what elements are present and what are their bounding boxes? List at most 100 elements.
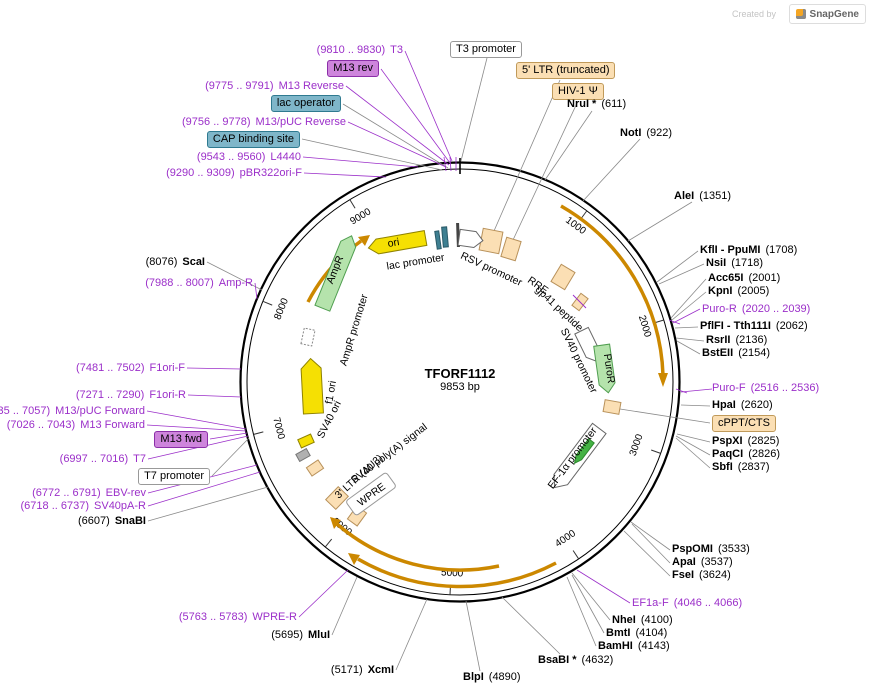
orf-arc[interactable] [357, 557, 557, 589]
credit-text: Created by [731, 9, 776, 19]
primer-label-m13-puc-forward[interactable]: (7035 .. 7057) M13/pUC Forward [0, 405, 145, 418]
primer-label-l4440[interactable]: (9543 .. 9560) L4440 [197, 151, 301, 164]
primer-label-m13-reverse[interactable]: (9775 .. 9791) M13 Reverse [205, 80, 344, 93]
feature-box-ltr5[interactable]: 5' LTR (truncated) [516, 62, 616, 79]
ori-label[interactable]: ori [387, 236, 401, 250]
rre-glyph[interactable] [550, 263, 576, 291]
ori-arrow[interactable] [367, 229, 428, 256]
enzyme-label-notI[interactable]: NotI (922) [620, 127, 672, 140]
wpre-box-label[interactable]: WPRE [345, 472, 396, 516]
primer-range: (6772 .. 6791) [32, 487, 101, 499]
f1-ori-label[interactable]: f1 ori [323, 380, 339, 405]
feature-box-cap-binding-site[interactable]: CAP binding site [206, 131, 300, 148]
hiv1-psi-glyph[interactable] [500, 236, 522, 262]
sv40-polya-glyph[interactable] [305, 459, 325, 477]
enzyme-label-paqcI[interactable]: PaqCI (2826) [712, 448, 780, 461]
enzyme-pos: (2062) [775, 320, 808, 332]
enzyme-label-bamHI[interactable]: BamHI (4143) [598, 640, 670, 653]
ltr3-glyph[interactable] [325, 485, 349, 511]
snapgene-logo-icon [795, 9, 806, 19]
enzyme-label-bmtI[interactable]: BmtI (4104) [606, 627, 667, 640]
tick-9000 [349, 199, 356, 209]
rsv-promoter-arrow[interactable] [457, 228, 484, 249]
primer-label-t7[interactable]: (6997 .. 7016) T7 [60, 453, 146, 466]
enzyme-label-pflfI-tth111I[interactable]: PflFI - Tth111I (2062) [700, 320, 808, 333]
enzyme-label-xcmI[interactable]: (5171) XcmI [331, 664, 394, 677]
primer-label-sv40pa-r[interactable]: (6718 .. 6737) SV40pA-R [21, 500, 146, 513]
enzyme-label-nheI[interactable]: NheI (4100) [612, 614, 673, 627]
callout-line [146, 424, 247, 432]
orf-arrowhead [358, 235, 370, 246]
enzyme-label-acc65I[interactable]: Acc65I (2001) [708, 272, 780, 285]
orf-arc[interactable] [335, 522, 500, 572]
feature-box-cppt-cts[interactable]: cPPT/CTS [712, 415, 776, 432]
puroR-label[interactable]: PuroR [601, 353, 617, 385]
primer-label-pbr322ori-f[interactable]: (9290 .. 9309) pBR322ori-F [166, 167, 302, 180]
enzyme-label-n siI[interactable]: NsiI (1718) [706, 257, 763, 270]
enzyme-label-kpnI[interactable]: KpnI (2005) [708, 285, 769, 298]
enzyme-label-pspomI[interactable]: PspOMI (3533) [672, 543, 750, 556]
enzyme-label-hpaI[interactable]: HpaI (2620) [712, 399, 773, 412]
enzyme-label-bstEII[interactable]: BstEII (2154) [702, 347, 770, 360]
feature-box-t3-promoter[interactable]: T3 promoter [450, 41, 522, 58]
enzyme-name: NruI * [567, 98, 597, 110]
enzyme-label-kflI-ppumI[interactable]: KflI - PpuMI (1708) [700, 244, 797, 257]
enzyme-name: FseI [672, 569, 695, 581]
primer-label-m13-puc-reverse[interactable]: (9756 .. 9778) M13/pUC Reverse [182, 116, 346, 129]
ef1a-f-primer-arrow[interactable] [572, 438, 595, 466]
lac-promoter-label[interactable]: lac promoter [386, 251, 446, 272]
orf-arc[interactable] [560, 204, 665, 376]
enzyme-pos: (2154) [738, 347, 770, 359]
enzyme-pos: (3537) [700, 556, 733, 568]
cppt-cts-glyph[interactable] [602, 399, 622, 415]
enzyme-label-nruI[interactable]: NruI * (611) [567, 98, 626, 111]
primer-name: pBR322ori-F [239, 167, 302, 179]
primer-label-f1ori-f[interactable]: (7481 .. 7502) F1ori-F [76, 362, 185, 375]
enzyme-label-bsabI[interactable]: BsaBI * (4632) [538, 654, 613, 667]
primer-label-amp-r[interactable]: (7988 .. 8007) Amp-R [145, 277, 253, 290]
enzyme-label-aleI[interactable]: AleI (1351) [674, 190, 731, 203]
primer-label-f1ori-r[interactable]: (7271 .. 7290) F1ori-R [76, 389, 186, 402]
ef1a-promoter-label[interactable]: EF-1α promoter [546, 425, 600, 492]
feature-box-lac-operator[interactable]: lac operator [270, 95, 341, 112]
primer-name: M13/pUC Reverse [255, 116, 346, 128]
primer-label-t3[interactable]: (9810 .. 9830) T3 [317, 44, 403, 57]
primer-label-puro-f[interactable]: Puro-F (2516 .. 2536) [712, 382, 819, 395]
primer-label-puro-r[interactable]: Puro-R (2020 .. 2039) [702, 303, 810, 316]
enzyme-label-pspxI[interactable]: PspXI (2825) [712, 435, 779, 448]
primer-label-m13-forward[interactable]: (7026 .. 7043) M13 Forward [7, 419, 145, 432]
sv40-ori-glyph[interactable] [297, 433, 315, 449]
enzyme-name: SnaBI [114, 515, 146, 527]
callout-line [395, 598, 428, 671]
small-gray-glyph[interactable] [295, 447, 311, 463]
enzyme-label-rsrII[interactable]: RsrII (2136) [706, 334, 767, 347]
enzyme-label-fseI[interactable]: FseI (3624) [672, 569, 731, 582]
primer-box-m13-rev[interactable]: M13 rev [327, 60, 379, 77]
enzyme-label-sbfI[interactable]: SbfI (2837) [712, 461, 770, 474]
enzyme-label-blpI[interactable]: BlpI (4890) [463, 671, 521, 684]
primer-name: F1ori-F [149, 362, 185, 374]
tick-3000 [651, 449, 661, 454]
enzyme-label-mluI[interactable]: (5695) MluI [271, 629, 330, 642]
f1-ori-arrow[interactable] [300, 357, 324, 415]
primer-range: (7026 .. 7043) [6, 419, 76, 431]
enzyme-pos: (8076) [145, 256, 178, 268]
lac-operator-glyph[interactable] [441, 226, 449, 248]
snapgene-brand-badge[interactable]: SnapGene [788, 4, 866, 24]
feature-box-t7-promoter[interactable]: T7 promoter [138, 468, 210, 485]
feature-box-hiv1-psi[interactable]: HIV-1 Ψ [552, 83, 604, 100]
primer-box-m13-fwd[interactable]: M13 fwd [154, 431, 208, 448]
puroR-arrow[interactable] [593, 343, 617, 394]
enzyme-label-apaI[interactable]: ApaI (3537) [672, 556, 733, 569]
cap-binding-site-glyph[interactable] [434, 230, 442, 250]
ampR-arrow[interactable] [314, 233, 359, 312]
ampr-promoter-label[interactable]: AmpR promoter [338, 292, 371, 367]
primer-label-wpre-r[interactable]: (5763 .. 5783) WPRE-R [179, 611, 297, 624]
primer-label-ebv-rev[interactable]: (6772 .. 6791) EBV-rev [32, 487, 146, 500]
ampr-promoter-glyph[interactable] [300, 327, 316, 347]
enzyme-label-scaI[interactable]: (8076) ScaI [146, 256, 205, 269]
enzyme-label-snabI[interactable]: (6607) SnaBI [78, 515, 146, 528]
primer-label-ef1a-f[interactable]: EF1a-F (4046 .. 4066) [632, 597, 742, 610]
callout-line [345, 85, 450, 166]
callout-line [301, 138, 443, 171]
